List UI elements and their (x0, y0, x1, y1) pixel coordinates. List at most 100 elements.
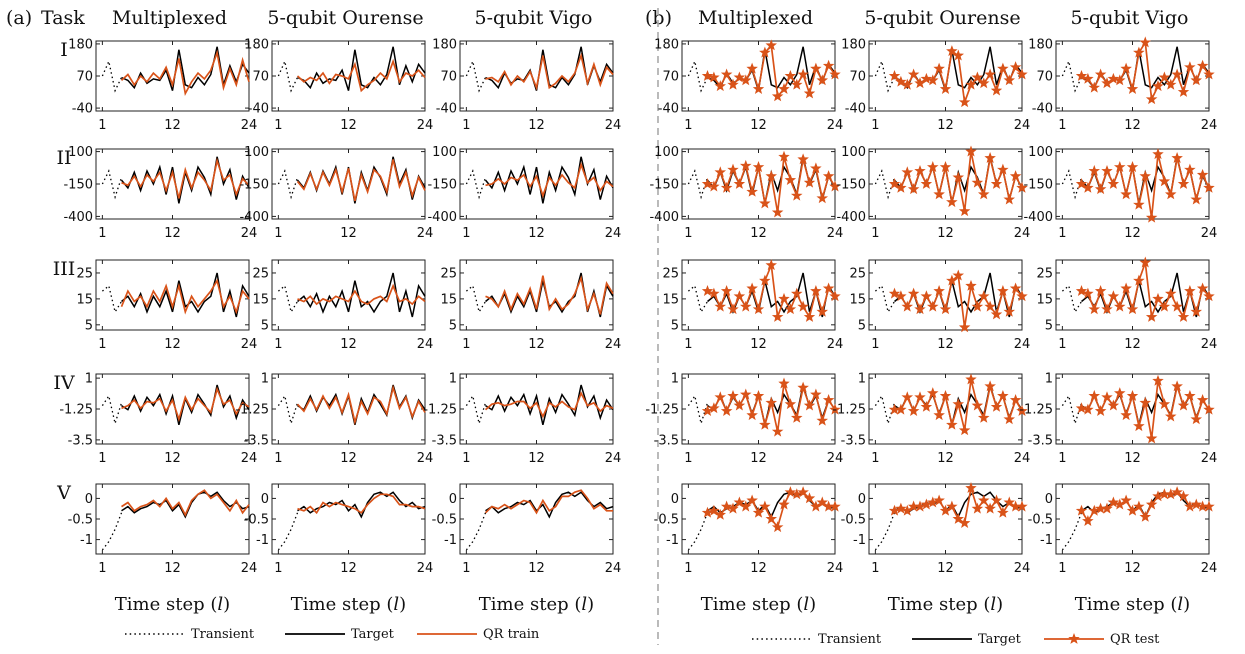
y-tick-label: 25 (662, 266, 679, 281)
x-axis-label-part: ) (809, 594, 816, 615)
prediction-marker (965, 482, 977, 493)
x-tick-label: 12 (164, 226, 181, 241)
prediction-marker (759, 274, 771, 286)
prediction-marker (888, 287, 901, 299)
prediction-marker (1126, 389, 1139, 401)
prediction-marker (1164, 78, 1177, 90)
subplot: 0 -0.5 -1 1 12 24 (68, 483, 257, 576)
prediction-marker (997, 285, 1009, 296)
x-axis-label-var: l (1177, 594, 1183, 615)
prediction-marker (888, 177, 901, 189)
y-tick-label: -400 (63, 210, 93, 225)
prediction-marker (895, 290, 907, 302)
x-axis-label-part: ) (996, 594, 1003, 615)
y-tick-label: -0.5 (841, 513, 866, 528)
x-tick-label: 12 (750, 337, 767, 352)
y-tick-label: -0.5 (1028, 513, 1053, 528)
prediction-marker (946, 196, 958, 208)
transient-line (687, 284, 709, 314)
prediction-marker (984, 152, 996, 163)
prediction-marker (790, 411, 803, 423)
prediction-marker (1113, 300, 1126, 312)
prediction-marker (708, 402, 720, 414)
prediction-marker (1152, 148, 1164, 160)
prediction-marker (708, 504, 720, 516)
prediction-marker (1016, 290, 1028, 302)
plot-frame (681, 483, 836, 555)
prediction-marker (822, 170, 835, 182)
legend: Transient Target QR train (125, 627, 540, 642)
subplot: 25 15 51 12 24 (252, 259, 433, 352)
y-tick-label: 0 (449, 492, 457, 507)
y-tick-label: -40 (1032, 102, 1053, 117)
prediction-marker (1145, 498, 1158, 510)
prediction-marker (727, 389, 739, 401)
prediction-marker (952, 49, 965, 61)
qr-train-line (120, 278, 250, 315)
x-tick-label: 1 (1058, 337, 1066, 352)
prediction-marker (933, 285, 945, 296)
transient-line (1061, 284, 1083, 314)
prediction-marker (1016, 68, 1028, 80)
prediction-marker (803, 87, 816, 99)
prediction-marker (901, 166, 914, 178)
prediction-marker (765, 39, 778, 51)
x-tick-label: 1 (684, 118, 692, 133)
prediction-marker (1152, 374, 1164, 386)
prediction-marker (939, 389, 952, 401)
prediction-marker (1016, 181, 1028, 193)
qr-train-line (121, 386, 250, 423)
y-tick-label: -1.25 (645, 403, 679, 418)
prediction-marker (914, 391, 926, 403)
prediction-marker (708, 180, 720, 192)
prediction-marker (803, 399, 816, 411)
prediction-marker (1113, 387, 1126, 399)
prediction-marker (765, 170, 778, 182)
prediction-marker (771, 425, 784, 437)
x-tick-label: 12 (1124, 118, 1141, 133)
prediction-marker (1082, 287, 1094, 299)
prediction-marker (1177, 310, 1190, 322)
prediction-marker (1082, 403, 1094, 415)
y-tick-label: -1 (666, 533, 679, 548)
prediction-marker (816, 496, 829, 508)
plot-frame (868, 483, 1023, 555)
prediction-marker (1177, 490, 1190, 502)
x-tick-label: 12 (528, 226, 545, 241)
prediction-marker (746, 409, 758, 421)
prediction-marker (1152, 80, 1164, 92)
prediction-marker (739, 74, 752, 86)
y-tick-label: 15 (1036, 292, 1053, 307)
x-tick-label: 24 (1014, 337, 1031, 352)
prediction-marker (714, 80, 727, 92)
y-tick-label: -150 (239, 178, 269, 193)
x-tick-label: 12 (1124, 337, 1141, 352)
subplot: 1 -1.25 -3.5 1 12 24 (235, 372, 433, 466)
x-tick-label: 12 (340, 226, 357, 241)
subplot: 0 -0.5 -1 1 12 24 (654, 483, 843, 576)
prediction-marker (958, 424, 971, 436)
prediction-marker (1094, 285, 1107, 296)
prediction-marker (907, 68, 920, 80)
subplot: 0 -0.5 -1 1 12 24 (244, 483, 433, 576)
prediction-marker (739, 388, 752, 400)
prediction-marker (901, 78, 914, 90)
prediction-marker (997, 62, 1009, 74)
prediction-marker (810, 285, 822, 296)
transient-line (465, 169, 487, 200)
x-tick-label: 1 (274, 337, 282, 352)
prediction-marker (784, 303, 797, 315)
x-tick-label: 24 (605, 226, 622, 241)
prediction-marker (1177, 399, 1190, 411)
subplot: 1 -1.25 -3.5 1 12 24 (59, 372, 257, 466)
prediction-marker (1082, 72, 1094, 84)
prediction-marker (822, 59, 835, 71)
y-tick-label: 70 (849, 70, 866, 85)
prediction-marker (778, 292, 790, 304)
prediction-marker (1133, 274, 1145, 286)
x-axis-label-part: Time step ( (1075, 594, 1178, 615)
y-tick-label: -1.25 (1019, 403, 1053, 418)
prediction-marker (971, 300, 984, 312)
prediction-marker (752, 506, 765, 518)
prediction-marker (810, 162, 822, 174)
